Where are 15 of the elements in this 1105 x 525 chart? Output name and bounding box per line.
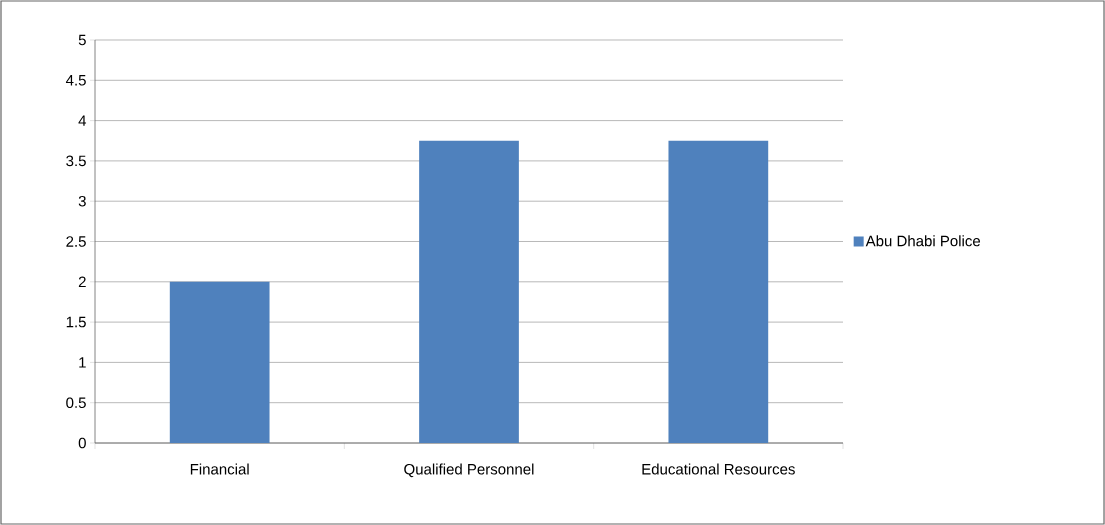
y-tick-label: 4.5 bbox=[65, 75, 86, 86]
y-tick-label: 3 bbox=[78, 195, 86, 207]
y-tick-label: 0.5 bbox=[66, 397, 86, 408]
legend-label: Abu Dhabi Police bbox=[865, 235, 981, 247]
y-tick-label: 5 bbox=[78, 34, 86, 46]
y-tick-label: 1 bbox=[79, 357, 86, 368]
y-tick-label: 3.5 bbox=[66, 155, 86, 167]
x-tick-label: Qualified Personnel bbox=[404, 463, 534, 478]
y-tick-label: 2 bbox=[78, 276, 86, 288]
y-tick-label: 2.5 bbox=[66, 236, 86, 247]
y-tick-label: 0 bbox=[78, 437, 86, 449]
y-tick-label: 4 bbox=[78, 115, 87, 126]
x-tick-label: Educational Resources bbox=[642, 463, 795, 475]
y-tick-label: 1.5 bbox=[66, 316, 86, 328]
x-tick-label: Financial bbox=[190, 463, 249, 475]
